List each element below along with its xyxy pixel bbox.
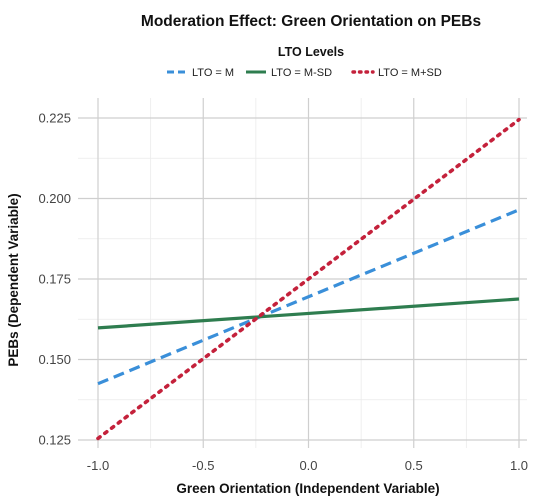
x-tick-label: 1.0 xyxy=(510,458,528,473)
grid xyxy=(78,98,527,448)
tick-labels: -1.0 -0.5 0.0 0.5 1.0 0.125 0.150 0.175 0.200 0.2… xyxy=(38,111,528,474)
series-line xyxy=(97,297,520,330)
x-tick-label: -1.0 xyxy=(87,458,109,473)
series-line xyxy=(96,117,521,441)
y-tick-label: 0.150 xyxy=(38,352,71,367)
legend-label: LTO = M xyxy=(192,67,234,79)
x-tick-label: 0.0 xyxy=(299,458,317,473)
y-tick-label: 0.175 xyxy=(38,272,71,287)
y-axis-label: PEBs (Dependent Variable) xyxy=(6,193,21,366)
x-tick-label: 0.5 xyxy=(405,458,423,473)
chart-title: Moderation Effect: Green Orientation on … xyxy=(141,13,481,30)
legend: LTO = M LTO = M-SD LTO = M+SD xyxy=(167,67,442,79)
y-tick-label: 0.200 xyxy=(38,191,71,206)
series-line xyxy=(97,208,520,386)
x-axis-label: Green Orientation (Independent Variable) xyxy=(176,481,439,496)
legend-label: LTO = M+SD xyxy=(378,67,442,79)
y-tick-label: 0.225 xyxy=(38,111,71,126)
legend-label: LTO = M-SD xyxy=(271,67,332,79)
x-tick-label: -0.5 xyxy=(192,458,214,473)
legend-title: LTO Levels xyxy=(278,45,344,59)
y-tick-label: 0.125 xyxy=(38,433,71,448)
series-lines xyxy=(96,117,521,441)
